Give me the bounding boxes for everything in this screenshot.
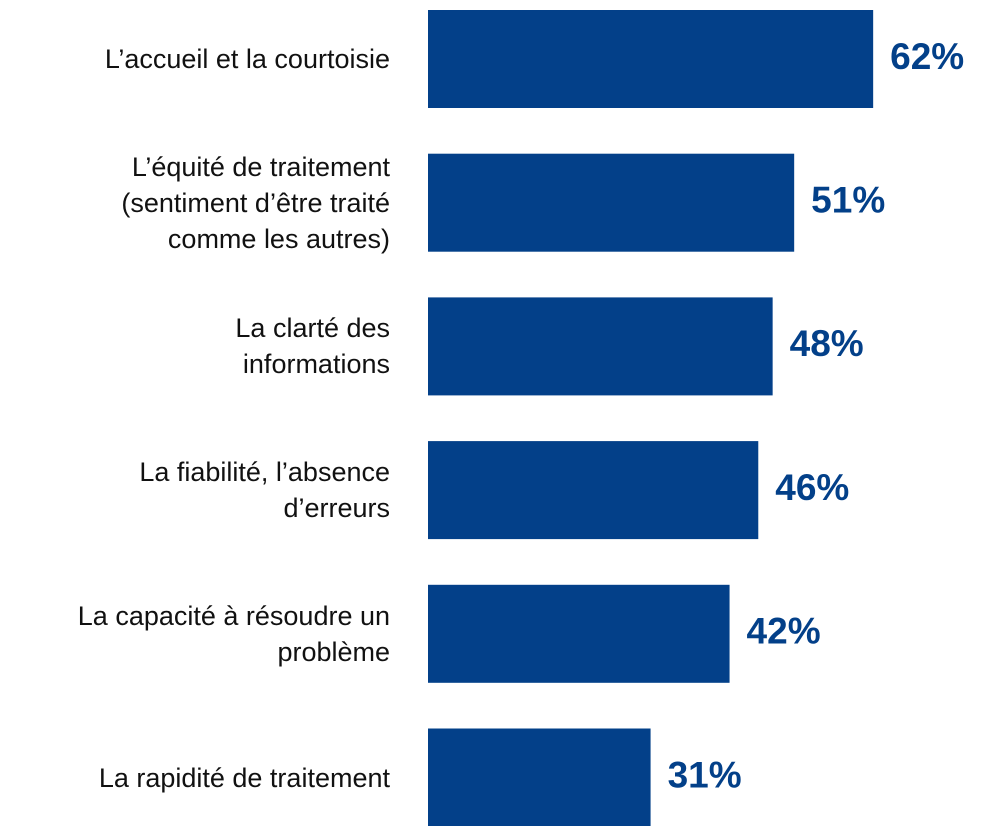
category-label: La capacité à résoudre un problème — [77, 600, 390, 667]
bar — [428, 584, 730, 683]
value-label: 31% — [668, 754, 742, 795]
value-label: 46% — [775, 467, 849, 508]
category-label: La rapidité de traitement — [98, 762, 390, 793]
value-label: 62% — [890, 36, 964, 77]
category-label: La clarté des informations — [235, 313, 390, 380]
value-label: 51% — [811, 179, 885, 220]
value-label: 48% — [790, 323, 864, 364]
category-label: L’équité de traitement (sentiment d’être… — [121, 151, 390, 254]
category-label: L’accueil et la courtoisie — [104, 44, 390, 74]
category-label: La fiabilité, l’absence d’erreurs — [139, 457, 390, 524]
bar — [428, 153, 795, 252]
bar — [428, 10, 874, 108]
bar — [428, 441, 759, 540]
value-label: 42% — [747, 611, 821, 652]
bar — [428, 297, 773, 396]
bar — [428, 728, 651, 826]
